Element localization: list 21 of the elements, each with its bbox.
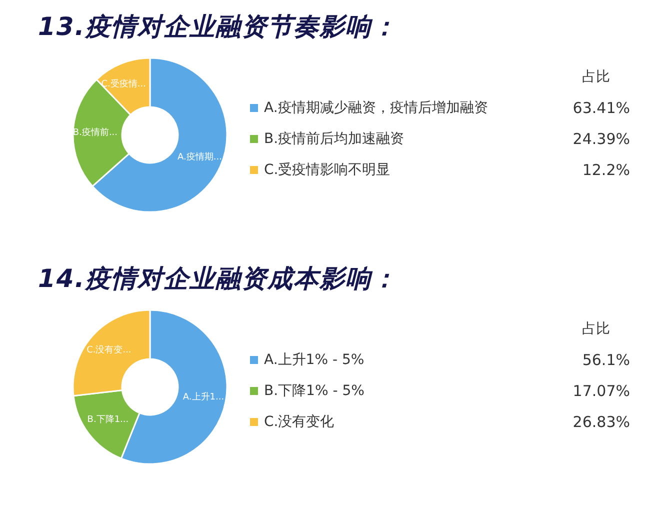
text: B.下降1... (87, 415, 129, 426)
data-label: 26.83% (572, 412, 630, 430)
chart-title: 13.疫情对企业融资节奏影响： (38, 11, 398, 43)
text: B.疫情前... (72, 128, 118, 138)
legend-label: B.疫情前后均加速融资 (264, 130, 406, 148)
data-label: 17.07% (572, 382, 630, 400)
legend-title: 占比 (581, 320, 611, 339)
data-label: 12.2% (582, 160, 630, 178)
legend-label: A.疫情期减少融资，疫情后增加融资 (264, 98, 489, 116)
legend-label: C.没有变化 (264, 412, 336, 430)
text: A.疫情期... (178, 152, 222, 162)
legend-label: C.受疫情影响不明显 (264, 160, 392, 178)
legend-label: B.下降1% - 5% (264, 382, 366, 400)
text: C.没有变... (86, 346, 132, 356)
text: A.上升1... (182, 392, 224, 402)
data-label: 56.1% (582, 350, 630, 368)
data-label: 63.41% (572, 98, 630, 116)
data-label: 24.39% (572, 130, 630, 148)
legend-title: 占比 (581, 68, 611, 87)
legend-label: A.上升1% - 5% (264, 350, 366, 368)
chart-title: 14.疫情对企业融资成本影响： (38, 263, 398, 295)
